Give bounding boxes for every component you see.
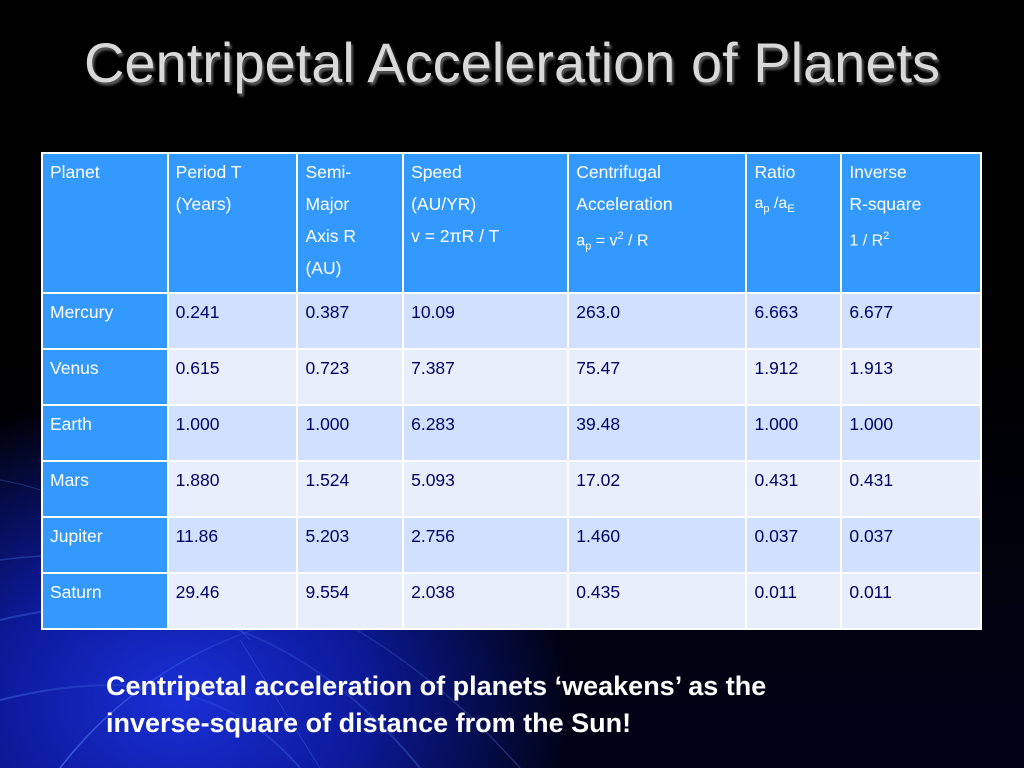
value-cell: 1.000: [166, 404, 299, 462]
table-row: Jupiter 11.86 5.203 2.756 1.460 0.037 0.037: [41, 516, 982, 574]
caption-line: Centripetal acceleration of planets ‘wea…: [106, 671, 767, 701]
value-cell: 11.86: [166, 516, 299, 574]
header-line: Axis R: [305, 226, 357, 246]
value-cell: 1.524: [296, 460, 405, 518]
header-line: Semi-: [305, 162, 352, 182]
value-cell: 1.000: [745, 404, 843, 462]
value-cell: 6.677: [840, 292, 982, 350]
value-cell: 39.48: [567, 404, 748, 462]
header-line: R-square: [849, 194, 922, 214]
value-cell: 5.093: [402, 460, 570, 518]
planet-name-cell: Mars: [41, 460, 169, 518]
value-cell: 17.02: [567, 460, 748, 518]
header-line: Major: [305, 194, 350, 214]
value-cell: 2.756: [402, 516, 570, 574]
header-ratio: Ratio ap /aE: [745, 152, 843, 294]
table-header-row: Planet Period T (Years) Semi- Major Axis…: [41, 152, 982, 294]
header-line: Planet: [50, 162, 100, 182]
value-cell: 0.037: [745, 516, 843, 574]
header-line: (Years): [175, 194, 232, 214]
table-row: Mercury 0.241 0.387 10.09 263.0 6.663 6.677: [41, 292, 982, 350]
value-cell: 1.000: [296, 404, 405, 462]
table-row: Saturn 29.46 9.554 2.038 0.435 0.011 0.011: [41, 572, 982, 630]
planet-name-cell: Saturn: [41, 572, 169, 630]
value-cell: 7.387: [402, 348, 570, 406]
value-cell: 10.09: [402, 292, 570, 350]
table-body: Mercury 0.241 0.387 10.09 263.0 6.663 6.677 Ven…: [41, 292, 982, 630]
header-line: Ratio: [754, 162, 796, 182]
header-planet: Planet: [41, 152, 169, 294]
value-cell: 1.460: [567, 516, 748, 574]
slide-title: Centripetal Acceleration of Planets: [83, 31, 941, 94]
value-cell: 75.47: [567, 348, 748, 406]
table-row: Venus 0.615 0.723 7.387 75.47 1.912 1.913: [41, 348, 982, 406]
header-line: (AU): [305, 258, 342, 278]
value-cell: 1.912: [745, 348, 843, 406]
slide-caption: Centripetal acceleration of planets ‘wea…: [106, 668, 986, 742]
planet-name-cell: Mercury: [41, 292, 169, 350]
value-cell: 0.723: [296, 348, 405, 406]
value-cell: 1.880: [166, 460, 299, 518]
value-cell: 1.000: [840, 404, 982, 462]
table-row: Mars 1.880 1.524 5.093 17.02 0.431 0.431: [41, 460, 982, 518]
value-cell: 6.283: [402, 404, 570, 462]
value-cell: 263.0: [567, 292, 748, 350]
value-cell: 0.037: [840, 516, 982, 574]
planet-data-table: Planet Period T (Years) Semi- Major Axis…: [41, 152, 982, 630]
header-speed: Speed (AU/YR) v = 2πR / T: [402, 152, 570, 294]
value-cell: 9.554: [296, 572, 405, 630]
value-cell: 6.663: [745, 292, 843, 350]
value-cell: 0.431: [840, 460, 982, 518]
planet-name-cell: Earth: [41, 404, 169, 462]
table-row: Earth 1.000 1.000 6.283 39.48 1.000 1.000: [41, 404, 982, 462]
ratio-formula: ap /aE: [754, 195, 795, 216]
caption-line: inverse-square of distance from the Sun!: [106, 708, 632, 738]
value-cell: 1.913: [840, 348, 982, 406]
value-cell: 5.203: [296, 516, 405, 574]
value-cell: 0.431: [745, 460, 843, 518]
planet-name-cell: Venus: [41, 348, 169, 406]
value-cell: 0.241: [166, 292, 299, 350]
value-cell: 0.615: [166, 348, 299, 406]
header-period: Period T (Years): [166, 152, 299, 294]
planet-name-cell: Jupiter: [41, 516, 169, 574]
header-inverse-r-square: Inverse R-square 1 / R2: [840, 152, 982, 294]
value-cell: 2.038: [402, 572, 570, 630]
header-line: Centrifugal: [576, 162, 661, 182]
header-line: Inverse: [849, 162, 907, 182]
value-cell: 0.011: [840, 572, 982, 630]
inverse-square-formula: 1 / R2: [849, 230, 890, 250]
value-cell: 29.46: [166, 572, 299, 630]
header-line: Period T: [175, 162, 242, 182]
header-centrifugal-acceleration: Centrifugal Acceleration ap = v2 / R: [567, 152, 748, 294]
value-cell: 0.011: [745, 572, 843, 630]
header-line: Speed: [411, 162, 462, 182]
value-cell: 0.435: [567, 572, 748, 630]
header-semi-major-axis: Semi- Major Axis R (AU): [296, 152, 405, 294]
header-line: Acceleration: [576, 194, 673, 214]
header-line: (AU/YR): [411, 194, 477, 214]
value-cell: 0.387: [296, 292, 405, 350]
header-line: v = 2πR / T: [411, 226, 500, 246]
acceleration-formula: ap = v2 / R: [576, 230, 649, 253]
